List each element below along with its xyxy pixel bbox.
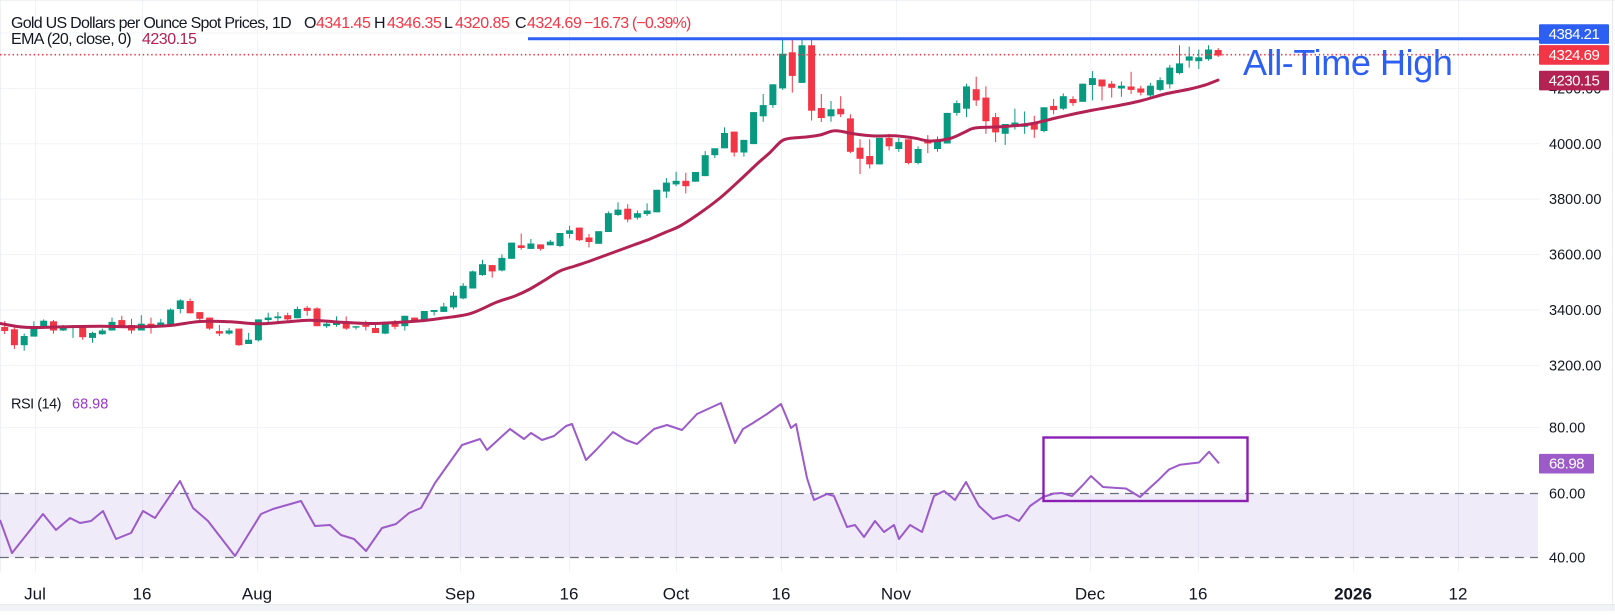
svg-text:H: H [374, 15, 386, 32]
svg-text:60.00: 60.00 [1549, 487, 1585, 503]
svg-text:4230.15: 4230.15 [142, 31, 197, 48]
svg-text:Nov: Nov [881, 584, 912, 603]
svg-text:3200.00: 3200.00 [1549, 358, 1601, 374]
svg-text:EMA (20, close, 0): EMA (20, close, 0) [11, 31, 131, 48]
svg-text:4346.35: 4346.35 [387, 15, 442, 32]
svg-text:3600.00: 3600.00 [1549, 248, 1601, 264]
svg-text:4324.69: 4324.69 [527, 15, 582, 32]
svg-text:16: 16 [1189, 584, 1208, 603]
svg-text:All-Time High: All-Time High [1243, 42, 1453, 83]
svg-text:80.00: 80.00 [1549, 421, 1585, 437]
svg-text:Sep: Sep [445, 584, 475, 603]
svg-text:C: C [515, 15, 527, 32]
svg-text:RSI (14): RSI (14) [11, 397, 61, 413]
svg-text:16: 16 [560, 584, 579, 603]
svg-text:Dec: Dec [1075, 584, 1106, 603]
svg-text:16: 16 [133, 584, 152, 603]
svg-text:3800.00: 3800.00 [1549, 192, 1601, 208]
svg-text:Jul: Jul [24, 584, 46, 603]
svg-text:O: O [304, 15, 316, 32]
svg-text:L: L [444, 15, 453, 32]
svg-text:68.98: 68.98 [1549, 456, 1584, 473]
svg-text:2026: 2026 [1334, 584, 1372, 603]
svg-text:Aug: Aug [242, 584, 272, 603]
svg-text:12: 12 [1449, 584, 1468, 603]
svg-text:4384.21: 4384.21 [1549, 26, 1600, 43]
svg-text:40.00: 40.00 [1549, 551, 1585, 567]
svg-text:4341.45: 4341.45 [316, 15, 371, 32]
svg-text:3400.00: 3400.00 [1549, 303, 1601, 319]
svg-text:Gold US Dollars per Ounce Spot: Gold US Dollars per Ounce Spot Prices, 1… [11, 15, 291, 32]
svg-text:−16.73 (−0.39%): −16.73 (−0.39%) [584, 15, 691, 32]
svg-text:16: 16 [772, 584, 791, 603]
svg-text:4000.00: 4000.00 [1549, 137, 1601, 153]
svg-text:68.98: 68.98 [72, 397, 108, 413]
svg-text:4320.85: 4320.85 [455, 15, 510, 32]
svg-text:4230.15: 4230.15 [1549, 73, 1600, 90]
svg-text:4324.69: 4324.69 [1549, 47, 1600, 64]
svg-text:Oct: Oct [663, 584, 690, 603]
